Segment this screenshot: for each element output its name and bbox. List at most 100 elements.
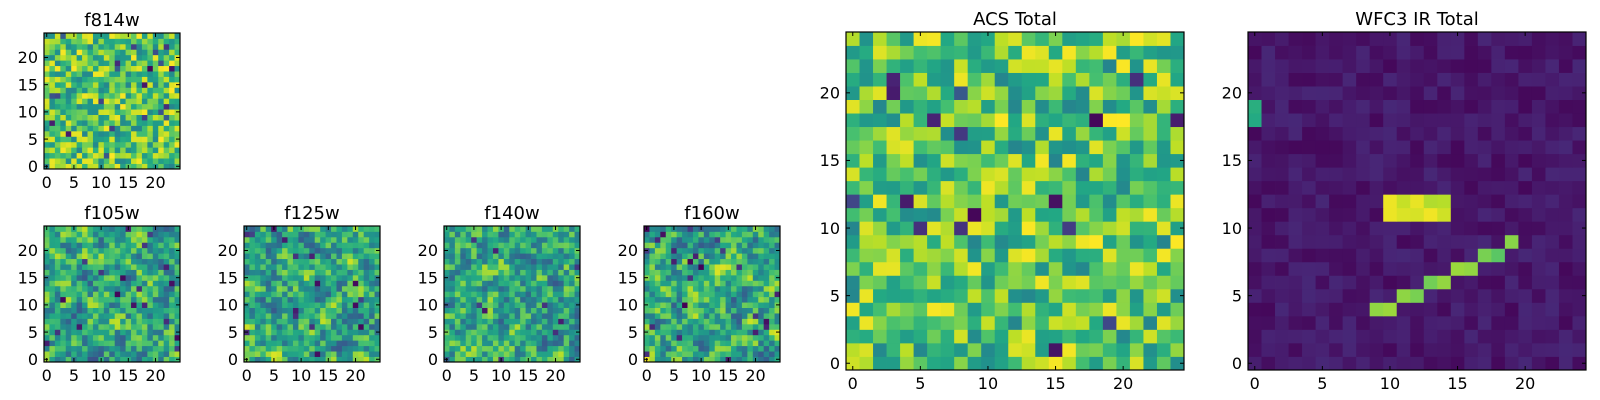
- heatmap-cell: [309, 329, 316, 336]
- heatmap-cell: [54, 356, 61, 363]
- heatmap-cell: [758, 329, 765, 336]
- heatmap-cell: [1089, 126, 1104, 141]
- heatmap-cell: [720, 296, 726, 303]
- heatmap-cell: [358, 345, 365, 352]
- heatmap-cell: [87, 33, 94, 39]
- heatmap-cell: [1048, 329, 1063, 344]
- heatmap-cell: [1062, 342, 1077, 357]
- heatmap-cell: [698, 291, 705, 298]
- heatmap-cell: [254, 340, 261, 347]
- heatmap-cell: [476, 280, 483, 287]
- heatmap-cell: [276, 313, 283, 319]
- heatmap-cell: [709, 356, 716, 363]
- heatmap-cell: [1545, 329, 1560, 344]
- heatmap-cell: [87, 226, 94, 232]
- heatmap-cell: [747, 236, 754, 243]
- heatmap-cell: [82, 264, 88, 270]
- heatmap-cell: [54, 49, 61, 56]
- heatmap-cell: [271, 307, 278, 314]
- heatmap-cell: [741, 236, 748, 243]
- heatmap-cell: [703, 291, 710, 298]
- heatmap-cell: [54, 340, 61, 347]
- heatmap-cell: [44, 125, 50, 132]
- heatmap-cell: [1369, 32, 1384, 46]
- heatmap-cell: [1288, 167, 1303, 182]
- heatmap-cell: [563, 274, 570, 281]
- heatmap-cell: [131, 81, 137, 88]
- heatmap-cell: [347, 253, 354, 260]
- heatmap-cell: [1396, 32, 1411, 46]
- heatmap-cell: [763, 307, 770, 314]
- heatmap-cell: [260, 285, 267, 292]
- heatmap-cell: [1035, 221, 1050, 236]
- heatmap-cell: [769, 313, 775, 319]
- heatmap-cell: [900, 167, 914, 182]
- heatmap-cell: [563, 226, 570, 232]
- heatmap-cell: [492, 253, 499, 260]
- heatmap-cell: [471, 231, 478, 238]
- heatmap-cell: [131, 323, 137, 330]
- heatmap-cell: [158, 158, 165, 164]
- heatmap-cell: [314, 356, 321, 363]
- heatmap-cell: [1302, 72, 1316, 87]
- heatmap-cell: [169, 98, 175, 105]
- heatmap-cell: [859, 207, 874, 222]
- heatmap-cell: [492, 329, 499, 336]
- heatmap-cell: [725, 285, 732, 292]
- heatmap-cell: [1021, 234, 1036, 249]
- heatmap-cell: [1383, 126, 1398, 141]
- heatmap-cell: [347, 329, 354, 336]
- heatmap-cell: [309, 302, 316, 308]
- heatmap-cell: [758, 296, 765, 303]
- heatmap-cell: [873, 126, 887, 141]
- heatmap-cell: [736, 253, 743, 260]
- heatmap-cell: [465, 356, 472, 363]
- heatmap-cell: [687, 323, 694, 330]
- heatmap-cell: [363, 323, 370, 330]
- heatmap-cell: [660, 236, 667, 243]
- heatmap-cell: [109, 264, 116, 270]
- heatmap-cell: [531, 334, 537, 341]
- y-tick-label: 15: [218, 268, 238, 287]
- heatmap-cell: [65, 323, 72, 330]
- heatmap-cell: [49, 274, 56, 281]
- heatmap-cell: [49, 92, 56, 99]
- heatmap-cell: [487, 351, 494, 357]
- heatmap-cell: [1248, 302, 1262, 317]
- heatmap-cell: [1329, 180, 1344, 195]
- heatmap-cell: [1315, 86, 1330, 100]
- x-tick-label: 15: [318, 366, 338, 385]
- heatmap-cell: [1021, 140, 1036, 155]
- heatmap-cell: [76, 307, 83, 314]
- heatmap-cell: [92, 236, 99, 243]
- heatmap-cell: [65, 71, 72, 77]
- heatmap-cell: [574, 231, 581, 238]
- heatmap-cell: [136, 318, 143, 325]
- heatmap-cell: [136, 236, 143, 243]
- heatmap-cell: [103, 231, 110, 238]
- heatmap-cell: [525, 313, 532, 319]
- heatmap-cell: [141, 307, 148, 314]
- heatmap-cell: [1464, 59, 1479, 73]
- heatmap-cell: [1302, 356, 1316, 371]
- heatmap-cell: [536, 323, 543, 330]
- heatmap-cell: [92, 158, 99, 164]
- heatmap-cell: [1491, 207, 1506, 222]
- heatmap-cell: [541, 242, 548, 249]
- heatmap-cell: [886, 194, 901, 209]
- heatmap-cell: [287, 345, 294, 352]
- heatmap-cell: [1518, 32, 1533, 46]
- heatmap-cell: [1302, 99, 1316, 114]
- heatmap-cell: [1383, 194, 1398, 209]
- heatmap-cell: [498, 302, 505, 308]
- heatmap-cell: [1143, 356, 1158, 371]
- heatmap-cell: [136, 269, 143, 276]
- heatmap-cell: [873, 140, 887, 155]
- heatmap-cell: [967, 126, 982, 141]
- heatmap-cell: [563, 313, 570, 319]
- heatmap-cell: [692, 334, 699, 341]
- heatmap-cell: [1248, 59, 1262, 73]
- heatmap-cell: [1342, 248, 1357, 263]
- heatmap-cell: [1356, 315, 1371, 330]
